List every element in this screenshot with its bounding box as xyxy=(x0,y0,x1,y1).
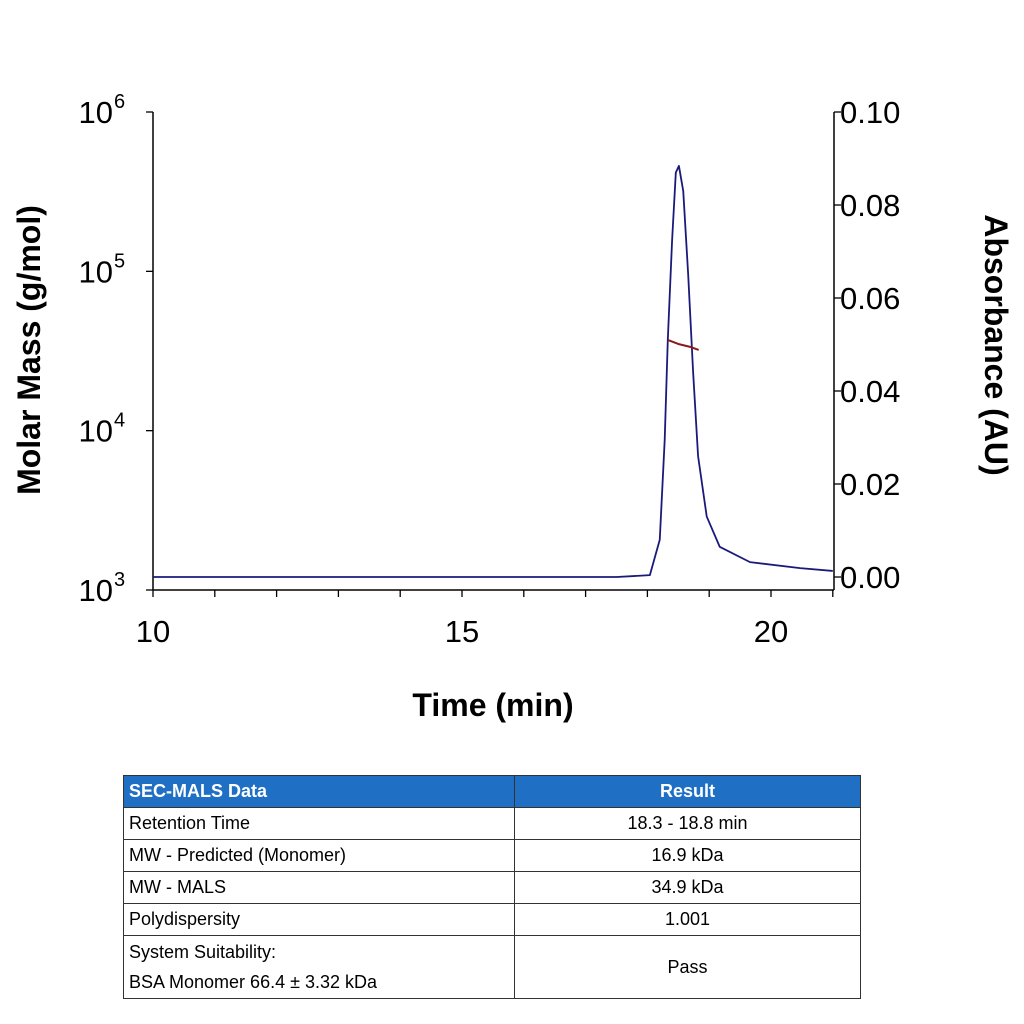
header-cell: Result xyxy=(514,775,861,808)
y-left-tick-label: 10 xyxy=(79,254,113,289)
row-value: 16.9 kDa xyxy=(514,839,861,872)
row-value: 1.001 xyxy=(514,903,861,936)
axes xyxy=(152,112,835,591)
molar-mass-trace xyxy=(667,339,700,351)
y-right-tick-label: 0.08 xyxy=(840,188,900,223)
y-left-tick-label: 10 xyxy=(79,414,113,449)
header-cell: SEC-MALS Data xyxy=(123,775,515,808)
y-left-axis-label: Molar Mass (g/mol) xyxy=(11,205,47,495)
y-left-tick-label: 10 xyxy=(79,573,113,608)
table-header-row: SEC-MALS Data Result xyxy=(123,775,861,808)
y-left-tick-exponent: 3 xyxy=(114,569,125,591)
row-label: MW - Predicted (Monomer) xyxy=(123,839,515,872)
table-row: MW - MALS 34.9 kDa xyxy=(123,871,861,904)
row-value: Pass xyxy=(514,935,861,999)
y-left-tick-label: 10 xyxy=(79,95,113,130)
x-tick-label: 15 xyxy=(445,614,479,649)
table-row: Polydispersity 1.001 xyxy=(123,903,861,936)
row-value: 18.3 - 18.8 min xyxy=(514,807,861,840)
y-left-tick-exponent: 5 xyxy=(114,250,125,272)
row-label-line1: System Suitability: xyxy=(129,942,277,962)
absorbance-trace xyxy=(153,165,833,578)
sec-mals-table: SEC-MALS Data Result Retention Time 18.3 … xyxy=(123,775,861,999)
row-label: System Suitability: BSA Monomer 66.4 ± 3.… xyxy=(123,935,515,999)
row-label: MW - MALS xyxy=(123,871,515,904)
table-row: MW - Predicted (Monomer) 16.9 kDa xyxy=(123,839,861,872)
y-right-tick-label: 0.00 xyxy=(840,560,900,595)
x-tick-label: 20 xyxy=(754,614,788,649)
row-value: 34.9 kDa xyxy=(514,871,861,904)
row-label: Polydispersity xyxy=(123,903,515,936)
table-row: Retention Time 18.3 - 18.8 min xyxy=(123,807,861,840)
y-right-tick-label: 0.10 xyxy=(840,95,900,130)
y-right-tick-label: 0.02 xyxy=(840,467,900,502)
y-right-tick-label: 0.06 xyxy=(840,281,900,316)
x-axis-label: Time (min) xyxy=(412,687,573,723)
y-left-tick-exponent: 6 xyxy=(114,91,125,113)
row-label-line2: BSA Monomer 66.4 ± 3.32 kDa xyxy=(129,972,378,992)
series xyxy=(153,165,833,578)
y-right-tick-label: 0.04 xyxy=(840,374,900,409)
table-row: System Suitability: BSA Monomer 66.4 ± 3.… xyxy=(123,935,861,999)
x-tick-label: 10 xyxy=(136,614,170,649)
row-label: Retention Time xyxy=(123,807,515,840)
y-right-axis-label: Absorbance (AU) xyxy=(978,214,1014,475)
y-left-tick-exponent: 4 xyxy=(114,410,125,432)
